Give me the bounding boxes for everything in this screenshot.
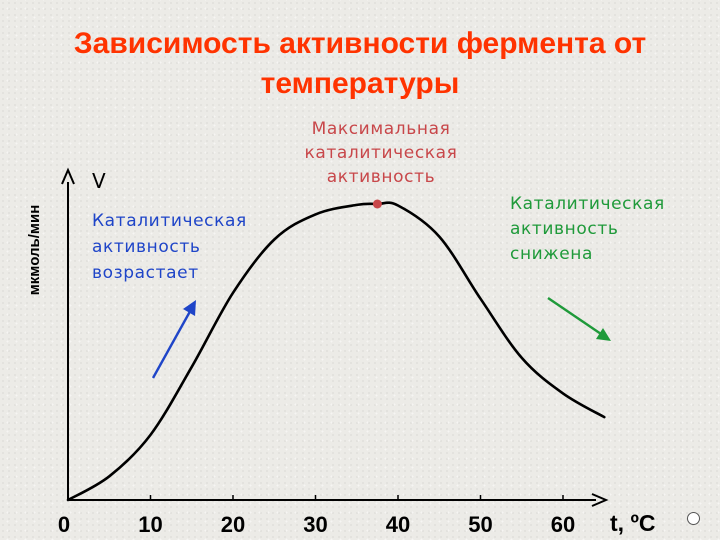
annotation-max-line: Максимальная	[312, 119, 451, 139]
title-line-1: Зависимость активности фермента от	[73, 27, 647, 60]
activity-curve	[66, 201, 606, 502]
rising-arrow-head	[183, 300, 196, 316]
rising-arrow	[151, 305, 195, 379]
circle-icon[interactable]	[687, 512, 700, 525]
x-tick-label: 60	[551, 512, 575, 537]
title-line-2: температуры	[260, 67, 460, 100]
annotation-rising-line: активность	[92, 237, 200, 257]
x-axis-arrow	[591, 493, 609, 507]
x-tick-label: 20	[221, 512, 245, 537]
y-axis-arrow	[61, 167, 75, 185]
x-tick-label: 40	[386, 512, 410, 537]
annotation-rising-line: возрастает	[92, 263, 199, 283]
annotation-falling-line: снижена	[510, 244, 593, 264]
annotation-falling-line: Каталитическая	[510, 194, 665, 214]
x-tick-label: 0	[58, 512, 70, 537]
y-axis-unit-label: мкмоль/мин	[26, 205, 43, 296]
x-axis-label: t, ºC	[610, 510, 655, 536]
falling-arrow	[547, 297, 605, 337]
annotation-falling-line: активность	[510, 219, 618, 239]
y-axis-label-top: V	[92, 169, 106, 193]
falling-arrow-head	[596, 328, 611, 341]
max-point-marker	[372, 199, 382, 209]
x-tick-label: 10	[138, 512, 162, 537]
annotation-max-line: каталитическая	[304, 143, 457, 163]
annotation-rising-line: Каталитическая	[92, 211, 247, 231]
slide-title: Зависимость активности фермента от темпе…	[0, 24, 720, 104]
x-tick-label: 30	[303, 512, 327, 537]
annotation-max-line: активность	[327, 167, 435, 187]
x-tick-label: 50	[468, 512, 492, 537]
